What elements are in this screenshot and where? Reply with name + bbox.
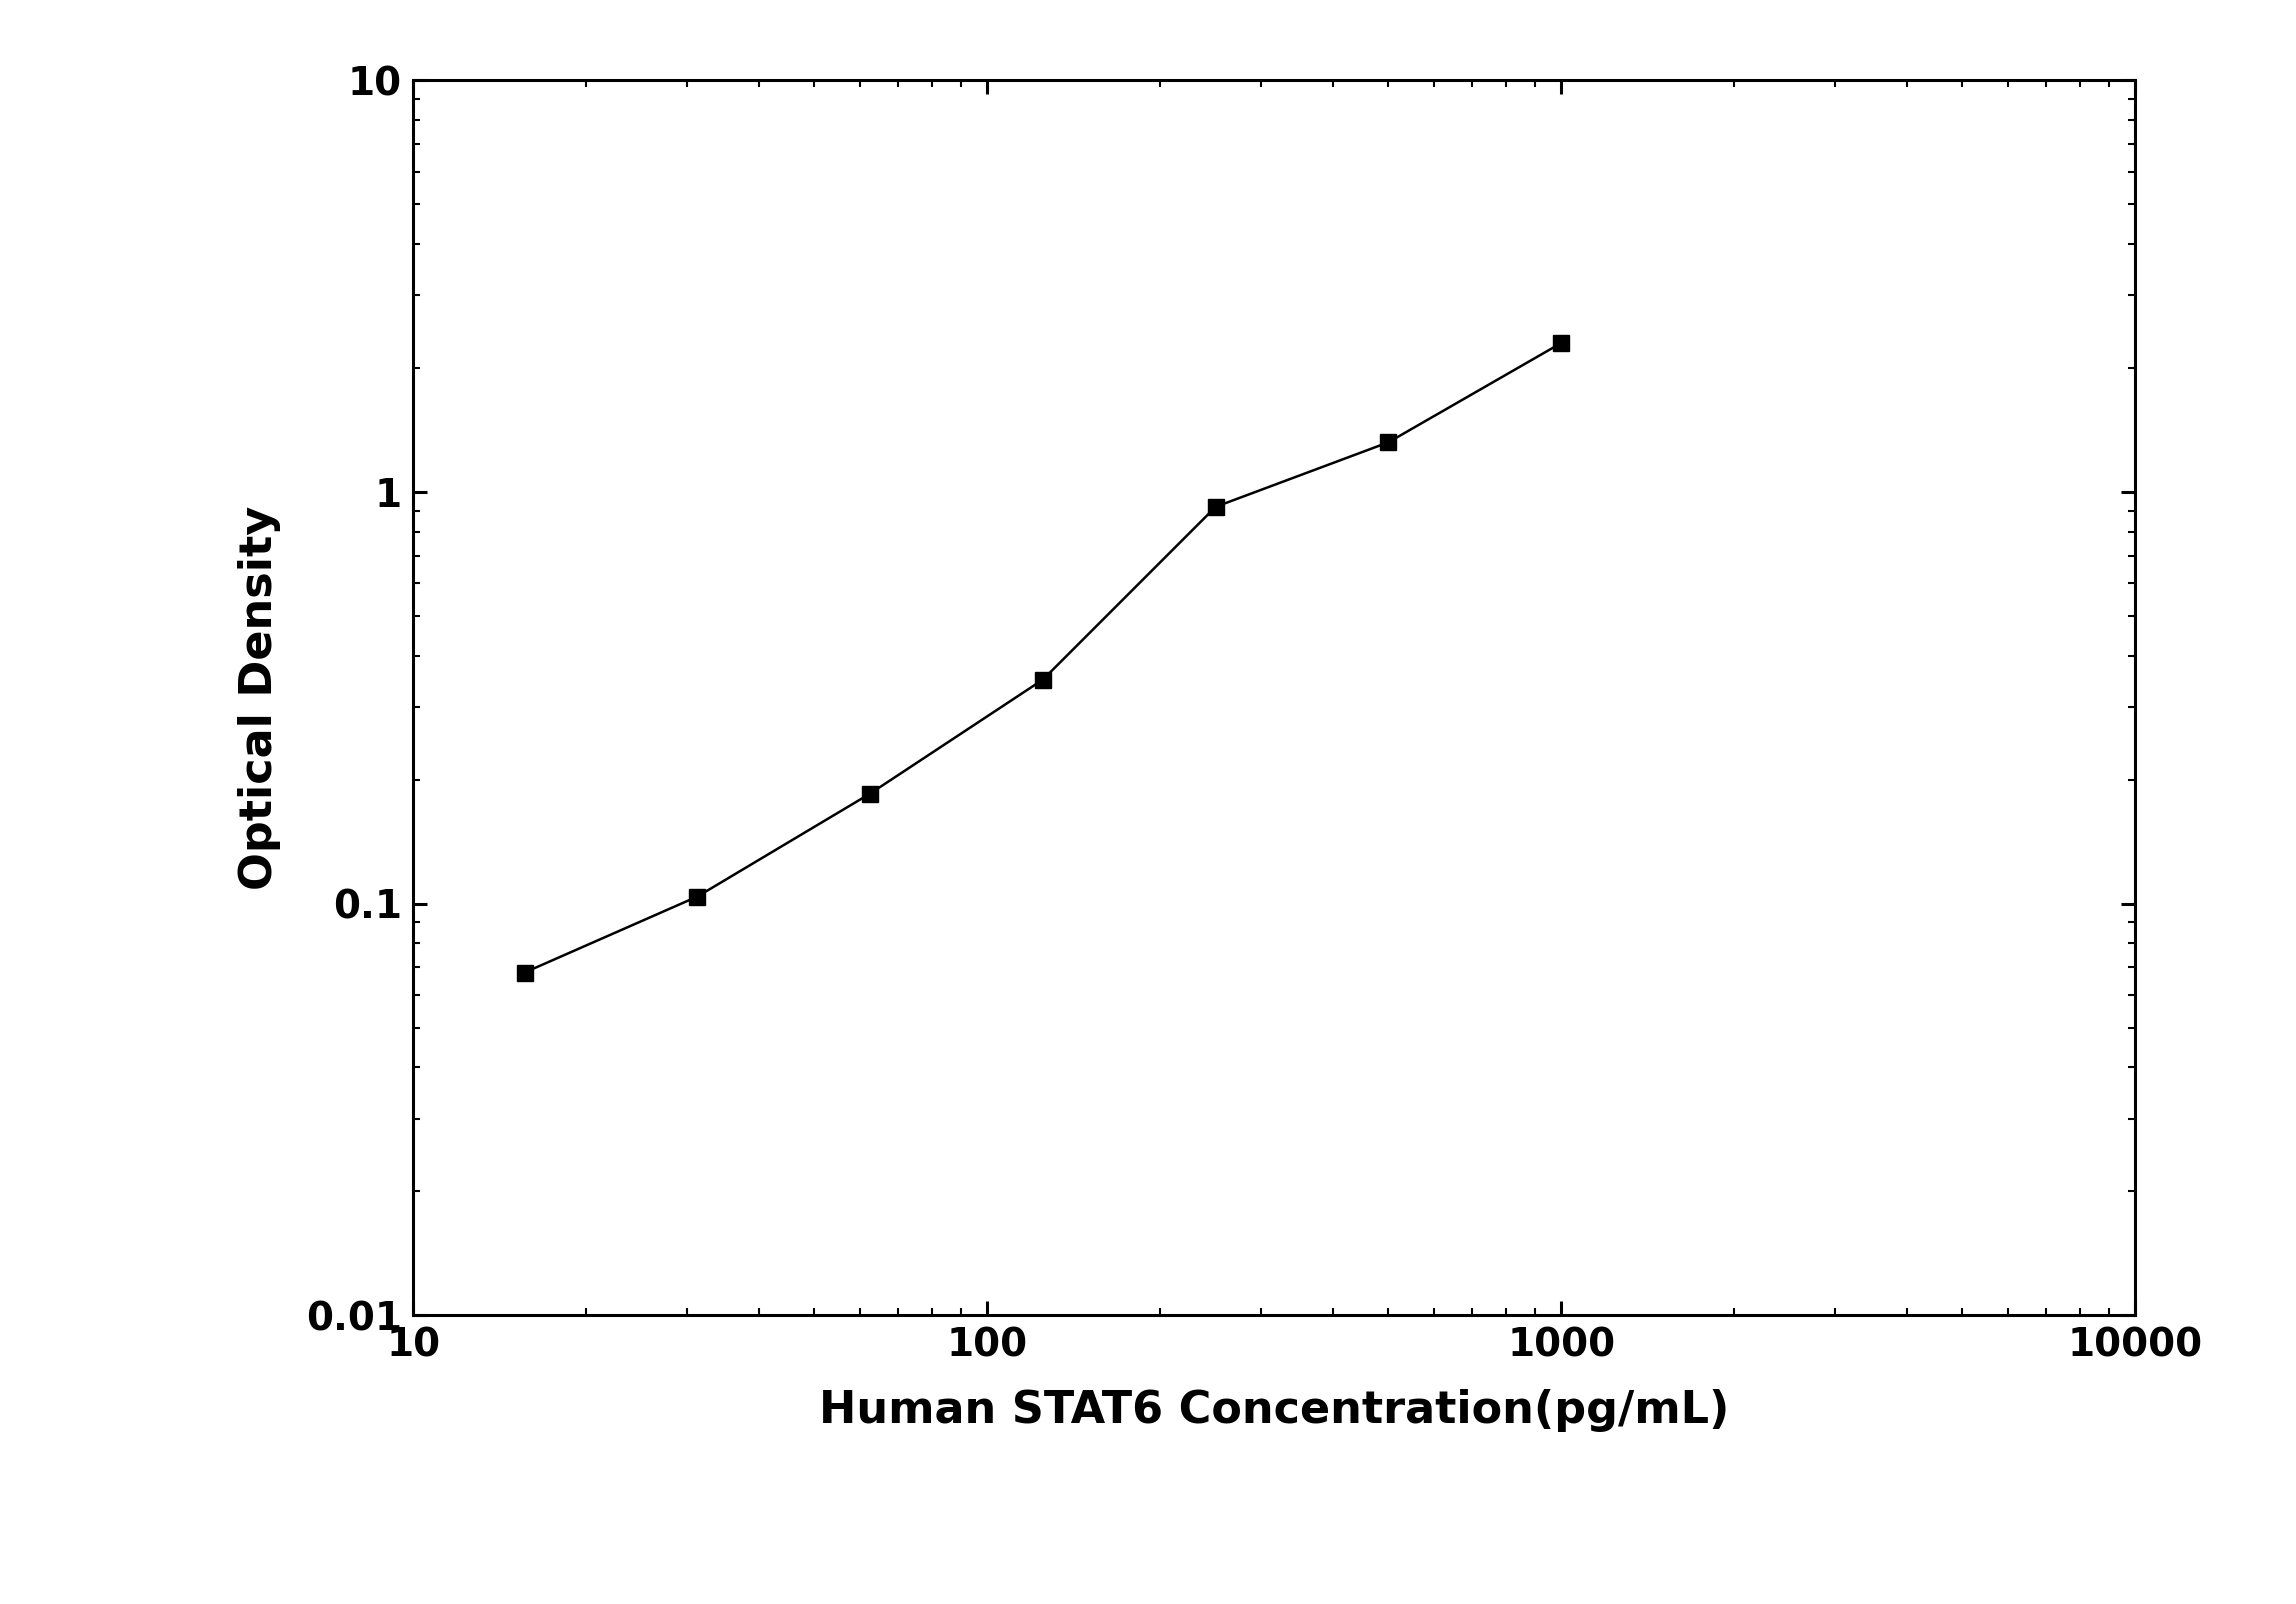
X-axis label: Human STAT6 Concentration(pg/mL): Human STAT6 Concentration(pg/mL) — [820, 1389, 1729, 1432]
Y-axis label: Optical Density: Optical Density — [239, 505, 280, 890]
